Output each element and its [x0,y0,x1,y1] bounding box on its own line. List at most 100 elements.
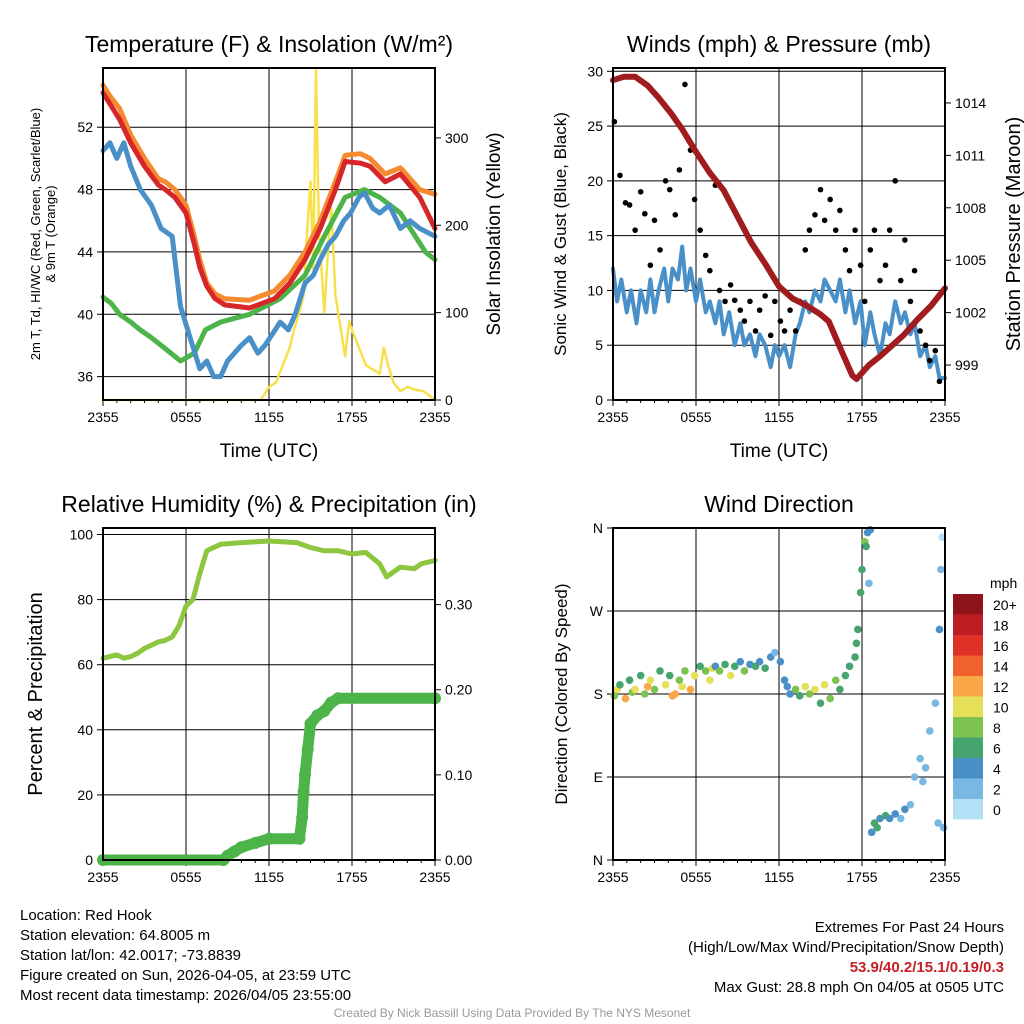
y-right-tick-label: 1005 [955,252,986,268]
y-tick-label: 20 [77,787,93,803]
direction-point [780,676,789,684]
series-2m-t [100,90,438,311]
precip-point [301,743,314,756]
legend-label: 0 [993,802,1001,818]
y-right-tick-label: 0.00 [445,852,472,868]
extremes-title: Extremes For Past 24 Hours [814,919,1004,936]
gust-point [812,212,818,218]
gust-point [622,199,629,206]
direction-point [761,664,769,672]
y-tick-label: 80 [77,592,93,608]
gust-point [842,247,849,253]
gust-point [762,293,768,299]
plot-border [612,67,946,401]
legend-swatch [953,717,983,738]
speed-legend: mph 20+ 18 16 14 12 10 8 6 4 2 0 [953,575,1017,820]
gust-point [727,282,734,288]
gust-point [617,172,623,179]
direction-point [730,662,739,671]
direction-point [845,662,854,671]
gust-point [857,262,864,269]
y-tick-label: W [590,603,604,619]
y-tick-label: 15 [587,228,603,244]
y-axis-label-left-line2: & 9m T (Orange) [43,185,58,282]
gust-point [897,277,904,284]
gust-point [846,267,853,274]
y-tick-label: 44 [77,244,93,260]
x-tick-label: 1155 [254,869,284,885]
gust-point [676,167,683,173]
gust-point [626,202,633,208]
y-axis-label-left: Percent & Precipitation [25,592,47,795]
gust-point [922,342,929,349]
y-tick-label: 30 [587,63,603,79]
y-tick-label: N [593,852,603,868]
direction-point [919,777,927,786]
panel-title: Relative Humidity (%) & Precipitation (i… [61,491,476,517]
direction-point [616,680,624,689]
y-axis-label-right: Station Pressure (Maroon) [1003,117,1024,352]
x-tick-label: 2355 [419,869,450,885]
series-solar-insolation [101,66,437,402]
series-2m-t-dew-point [100,187,438,364]
gust-point [837,207,843,214]
legend-label: 14 [993,659,1009,675]
legend-swatch [953,696,983,717]
direction-point [701,667,710,675]
direction-point [801,682,810,691]
y-tick-label: 5 [595,337,603,353]
gust-point [666,186,673,193]
direction-point [873,823,882,832]
gust-point [722,298,728,305]
direction-point [856,588,865,597]
direction-point [820,680,829,689]
gust-point [802,247,809,253]
direction-point [675,676,684,684]
gust-point [832,227,839,233]
direction-point [740,667,749,675]
direction-point [783,682,792,691]
humidity-panel: 2355 0555 1155 1755 2355 Relative Humidity (%… [25,491,477,885]
gust-point [877,277,883,284]
gust-point [691,196,698,203]
x-tick-label: 2355 [929,869,960,885]
gust-point [781,328,788,334]
gust-point [926,357,933,364]
y-tick-label: 48 [77,182,93,198]
gust-point [651,217,658,224]
direction-point [656,667,664,675]
gust-point [821,217,828,224]
direction-point [831,676,840,684]
legend-label: 4 [993,761,1001,777]
direction-point [921,763,930,772]
gust-point [907,298,914,305]
direction-point [906,800,915,809]
direction-point [641,690,649,698]
y-tick-label: 0 [85,852,93,868]
x-tick-label: 1755 [846,409,877,425]
wind-direction-panel: 2355 0555 1155 1755 2355 Wind Direction N E S W N D… [552,491,1017,885]
created-text: Figure created on Sun, 2026-04-05, at 23… [20,967,352,984]
direction-point [696,662,704,671]
y-tick-label: 100 [70,527,94,543]
precip-point [332,692,345,705]
y-tick-label: 0 [595,392,603,408]
direction-point [841,671,850,680]
gust-point [827,196,833,203]
extremes-values: 53.9/40.2/15.1/0.19/0.3 [849,959,1004,976]
direction-point [625,676,634,684]
gust-point [777,318,784,324]
direction-point [791,685,800,694]
y-right-tick-label: 999 [955,357,979,373]
direction-point [631,685,639,694]
x-tick-label: 2355 [597,409,628,425]
extremes-subtitle: (High/Low/Max Wind/Precipitation/Snow De… [688,939,1004,956]
gust-point [917,328,923,334]
gust-point [792,328,799,334]
y-right-tick-label: 100 [445,305,469,321]
gust-point [682,81,688,88]
direction-point [836,685,844,694]
series-wind-chill [100,140,438,380]
legend-swatch [953,737,983,758]
